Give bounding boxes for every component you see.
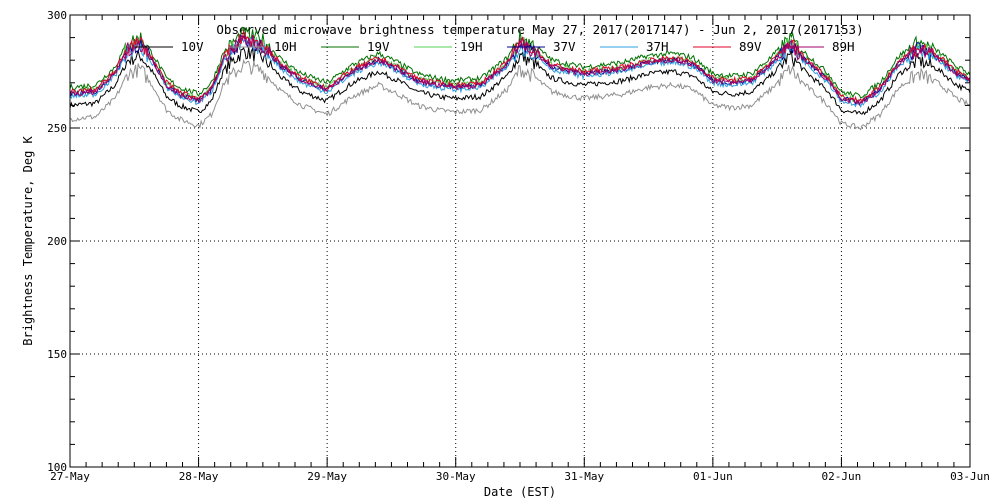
y-tick-label: 250 bbox=[47, 122, 67, 135]
legend-label-37H: 37H bbox=[646, 39, 669, 54]
x-tick-label: 28-May bbox=[179, 470, 219, 483]
x-tick-label: 31-May bbox=[564, 470, 604, 483]
y-tick-label: 200 bbox=[47, 235, 67, 248]
legend-label-10V: 10V bbox=[181, 39, 204, 54]
x-axis-label: Date (EST) bbox=[484, 485, 556, 499]
series-line-10V bbox=[69, 46, 971, 116]
x-tick-label: 01-Jun bbox=[693, 470, 733, 483]
legend-label-89H: 89H bbox=[832, 39, 855, 54]
legend-label-37V: 37V bbox=[553, 39, 576, 54]
legend-label-19V: 19V bbox=[367, 39, 390, 54]
x-tick-label: 29-May bbox=[307, 470, 347, 483]
chart-title: Observed microwave brightness temperatur… bbox=[216, 22, 863, 37]
axis-ticks: 27-May 28-May 29-May 30-May 31-May 01-Jun 02-J… bbox=[47, 9, 990, 483]
y-tick-label: 150 bbox=[47, 348, 67, 361]
series-line-89H bbox=[69, 34, 971, 107]
x-tick-label: 03-Jun bbox=[950, 470, 990, 483]
y-tick-label: 300 bbox=[47, 9, 67, 22]
x-tick-label: 30-May bbox=[436, 470, 476, 483]
legend-label-89V: 89V bbox=[739, 39, 762, 54]
series-line-10H bbox=[69, 58, 971, 131]
series-line-37H bbox=[69, 35, 971, 109]
y-axis-label: Brightness Temperature, Deg K bbox=[21, 135, 35, 345]
x-tick-label: 02-Jun bbox=[822, 470, 862, 483]
legend-label-10H: 10H bbox=[274, 39, 297, 54]
y-tick-label: 100 bbox=[47, 461, 67, 474]
legend-label-19H: 19H bbox=[460, 39, 483, 54]
legend: 10V 10H 19V 19H 37V 37H 89V 89H bbox=[135, 39, 855, 54]
grid-lines bbox=[70, 15, 970, 467]
x-tick-label: 27-May bbox=[50, 470, 90, 483]
